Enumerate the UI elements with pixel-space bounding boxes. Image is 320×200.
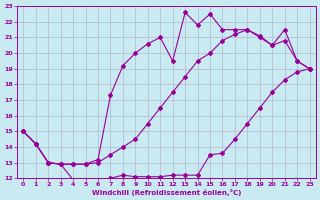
X-axis label: Windchill (Refroidissement éolien,°C): Windchill (Refroidissement éolien,°C) xyxy=(92,189,241,196)
